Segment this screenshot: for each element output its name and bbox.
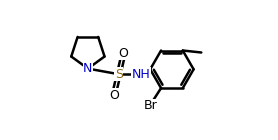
Text: O: O — [109, 89, 119, 102]
Text: S: S — [115, 68, 123, 81]
Text: Br: Br — [144, 99, 158, 112]
Text: N: N — [83, 62, 93, 75]
Text: NH: NH — [132, 68, 150, 81]
Text: O: O — [119, 47, 128, 60]
